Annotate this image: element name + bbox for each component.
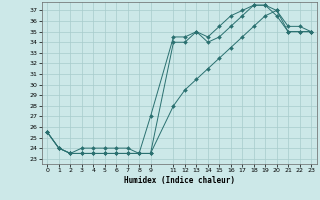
- X-axis label: Humidex (Indice chaleur): Humidex (Indice chaleur): [124, 176, 235, 185]
